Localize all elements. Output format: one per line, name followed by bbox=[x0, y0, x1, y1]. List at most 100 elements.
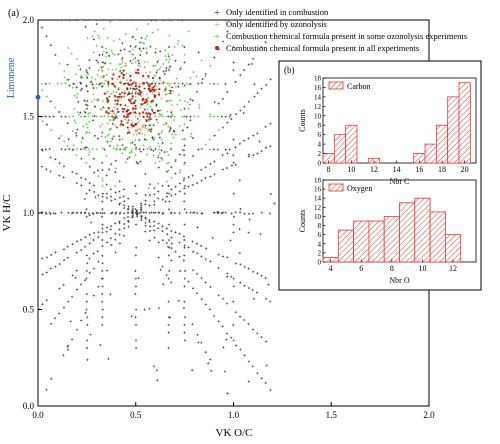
scatter-point bbox=[64, 82, 67, 85]
scatter-point bbox=[58, 262, 61, 266]
scatter-point bbox=[170, 86, 174, 89]
scatter-point bbox=[167, 161, 170, 164]
legend-marker-some: + bbox=[214, 31, 220, 43]
scatter-point bbox=[148, 124, 151, 127]
scatter-chart: (a) 0.0 0.5 1.0 1.5 2.0 0.0 0.5 1.0 1.5 2.0 VK O/… bbox=[1, 7, 467, 439]
scatter-point bbox=[158, 79, 162, 82]
scatter-point bbox=[213, 160, 216, 163]
scatter-point bbox=[182, 259, 185, 262]
hist-legend-label: Oxygen bbox=[347, 184, 372, 193]
scatter-point bbox=[41, 119, 44, 123]
scatter-point bbox=[85, 208, 88, 211]
scatter-point bbox=[145, 47, 148, 50]
scatter-point bbox=[146, 100, 149, 104]
scatter-point bbox=[101, 262, 104, 265]
scatter-point bbox=[103, 148, 107, 152]
scatter-point bbox=[183, 144, 186, 147]
scatter-point bbox=[99, 125, 102, 128]
scatter-point bbox=[66, 348, 70, 351]
scatter-point bbox=[209, 175, 212, 178]
scatter-point bbox=[101, 316, 104, 319]
scatter-point bbox=[107, 68, 110, 71]
scatter-point bbox=[108, 95, 111, 98]
scatter-point bbox=[156, 60, 159, 64]
scatter-point bbox=[221, 211, 225, 214]
scatter-point bbox=[144, 37, 147, 41]
scatter-point bbox=[175, 77, 178, 80]
scatter-point bbox=[118, 138, 121, 141]
scatter-point bbox=[153, 74, 156, 77]
scatter-point bbox=[126, 157, 129, 161]
scatter-point bbox=[217, 253, 220, 256]
scatter-point bbox=[70, 338, 74, 341]
scatter-point bbox=[251, 270, 255, 273]
scatter-point bbox=[105, 183, 108, 186]
scatter-point bbox=[146, 103, 149, 106]
scatter-point bbox=[146, 129, 150, 132]
scatter-point bbox=[118, 196, 122, 199]
scatter-point bbox=[159, 109, 163, 112]
scatter-point bbox=[256, 272, 259, 275]
scatter-point bbox=[80, 184, 83, 187]
scatter-point bbox=[127, 98, 131, 101]
scatter-point bbox=[248, 218, 251, 221]
scatter-point bbox=[224, 82, 227, 86]
scatter-point bbox=[112, 90, 115, 93]
scatter-point bbox=[114, 191, 117, 194]
scatter-point bbox=[54, 251, 57, 254]
scatter-point bbox=[62, 176, 65, 179]
scatter-point bbox=[101, 285, 104, 288]
scatter-point bbox=[165, 195, 169, 198]
scatter-point bbox=[155, 84, 158, 87]
scatter-point bbox=[181, 148, 184, 151]
scatter-point bbox=[144, 224, 147, 227]
scatter-point bbox=[107, 54, 111, 57]
scatter-point bbox=[81, 76, 84, 79]
scatter-point bbox=[131, 122, 134, 125]
scatter-point bbox=[101, 131, 104, 134]
scatter-point bbox=[169, 99, 173, 102]
scatter-point bbox=[98, 53, 101, 57]
scatter-point bbox=[114, 170, 117, 174]
scatter-point bbox=[92, 238, 95, 242]
scatter-point bbox=[132, 102, 135, 105]
scatter-point bbox=[217, 102, 220, 105]
scatter-point bbox=[131, 207, 135, 210]
scatter-point bbox=[112, 147, 115, 150]
scatter-point bbox=[155, 104, 158, 107]
scatter-point bbox=[174, 193, 177, 196]
scatter-point bbox=[196, 90, 199, 93]
scatter-point bbox=[167, 208, 171, 211]
x-tick-label: 0.0 bbox=[32, 410, 44, 420]
scatter-point bbox=[174, 133, 177, 136]
scatter-point bbox=[83, 115, 87, 118]
scatter-point bbox=[123, 64, 127, 68]
scatter-point bbox=[140, 211, 143, 214]
scatter-point bbox=[143, 61, 146, 64]
scatter-point bbox=[116, 77, 119, 81]
scatter-point bbox=[92, 252, 95, 255]
scatter-point bbox=[121, 152, 124, 155]
scatter-point bbox=[109, 188, 112, 191]
scatter-point bbox=[106, 134, 109, 137]
hist-legend-label: Carbon bbox=[347, 82, 371, 91]
scatter-point bbox=[93, 134, 96, 137]
scatter-point bbox=[234, 211, 237, 214]
scatter-point bbox=[177, 39, 180, 43]
scatter-point bbox=[148, 193, 152, 197]
scatter-point bbox=[100, 215, 104, 218]
scatter-point bbox=[252, 134, 255, 137]
scatter-point bbox=[197, 82, 200, 85]
scatter-point bbox=[120, 91, 124, 94]
scatter-point bbox=[135, 148, 138, 151]
hist-bar bbox=[458, 82, 471, 164]
scatter-point bbox=[76, 128, 79, 131]
scatter-point bbox=[138, 112, 141, 115]
scatter-point bbox=[155, 103, 158, 106]
scatter-point bbox=[152, 111, 156, 114]
scatter-point bbox=[113, 198, 117, 201]
scatter-point bbox=[160, 113, 163, 116]
scatter-point bbox=[209, 113, 212, 116]
scatter-point bbox=[155, 88, 158, 91]
scatter-point bbox=[118, 228, 121, 231]
